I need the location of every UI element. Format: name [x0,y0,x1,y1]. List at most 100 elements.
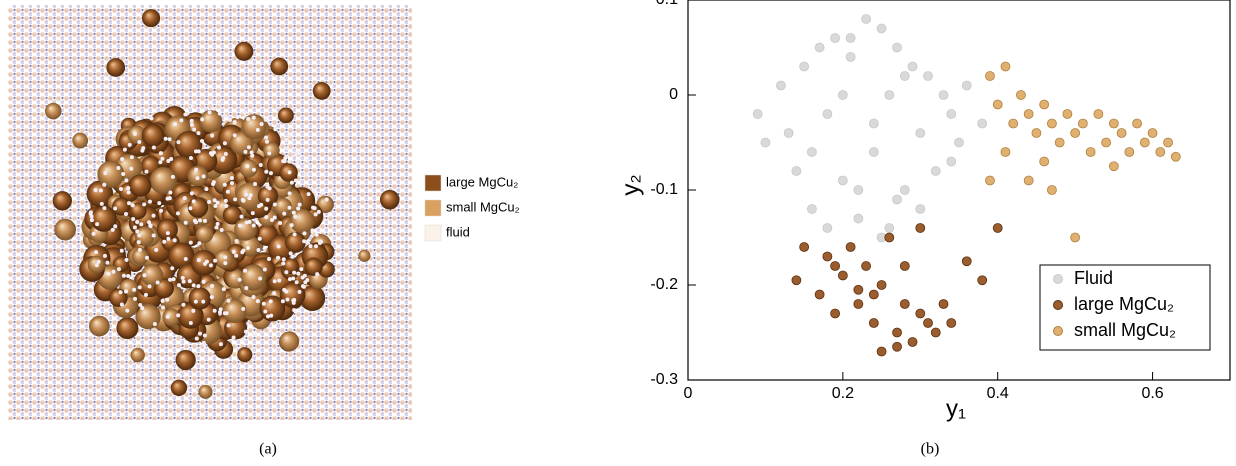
point [760,137,771,148]
small-particle [165,314,170,319]
small-particle [137,247,142,252]
small-particle [168,277,173,282]
small-particle [143,292,148,297]
small-particle [276,255,281,260]
legend-label: large MgCu₂ [1074,294,1174,314]
small-particle [180,275,185,280]
small-particle [218,342,223,347]
small-particle [314,244,319,249]
small-particle [201,299,206,304]
small-particle [209,295,214,300]
small-particle [273,127,278,132]
small-particle [124,257,129,262]
small-particle [272,279,277,284]
sphere [188,287,211,310]
small-particle [264,206,269,211]
small-particle [223,255,228,260]
point [938,90,949,100]
small-particle [241,306,246,311]
small-particle [189,122,194,127]
small-particle [312,206,317,211]
small-particle [269,313,274,318]
point [1047,185,1057,195]
small-particle [113,224,118,229]
small-particle [292,270,297,275]
small-particle [267,257,272,262]
small-particle [98,188,103,193]
point [814,42,825,53]
point [946,318,957,328]
small-particle [264,215,269,220]
small-particle [169,156,174,161]
small-particle [160,156,165,161]
point [977,275,988,286]
sphere [279,282,306,308]
point [853,299,864,309]
point [1031,128,1042,138]
point [876,23,887,34]
small-particle [194,220,199,225]
small-particle [231,249,236,254]
sphere [141,124,165,147]
point [853,185,864,195]
small-particle [183,220,188,225]
small-particle [296,206,301,211]
point [923,71,933,81]
small-particle [171,277,176,282]
point [1108,118,1119,129]
small-particle [175,211,180,216]
small-particle [289,180,294,185]
small-particle [168,190,173,195]
sphere [259,295,286,322]
small-particle [285,297,290,302]
small-particle [194,167,199,172]
point [977,118,988,129]
small-particle [155,280,160,285]
small-particle [147,199,152,204]
small-particle [182,196,187,201]
small-particle [229,175,234,180]
small-particle [211,106,216,111]
small-particle [102,206,107,211]
small-particle [291,300,296,305]
small-particle [282,211,287,216]
small-particle [137,233,142,238]
sphere [285,232,306,253]
x-axis-label: y₁ [946,395,966,422]
small-particle [142,202,147,207]
point [915,223,926,233]
small-particle [315,272,320,277]
small-particle [126,274,131,279]
small-particle [136,240,141,245]
small-particle [267,151,272,156]
point [899,299,910,309]
sphere [162,308,181,327]
small-particle [287,191,292,196]
small-particle [103,171,108,176]
small-particle [191,308,196,313]
small-particle [176,313,181,318]
small-particle [196,149,201,154]
sphere [299,285,326,311]
small-particle [198,331,203,336]
small-particle [176,283,181,288]
small-particle [163,136,168,141]
small-particle [139,222,144,227]
small-particle [248,193,253,198]
point [861,261,871,271]
legend-label: fluid [446,224,470,239]
point [806,147,817,157]
point [1101,137,1112,148]
small-particle [189,118,194,123]
point [915,308,926,319]
small-particle [247,219,252,224]
small-particle [137,139,142,144]
small-particle [201,279,206,284]
small-particle [189,191,194,196]
y-tick-label: 0.1 [656,0,678,8]
sphere [279,331,300,352]
sphere [129,174,152,197]
small-particle [265,139,270,144]
point [868,118,879,129]
legend-box [1039,264,1211,351]
